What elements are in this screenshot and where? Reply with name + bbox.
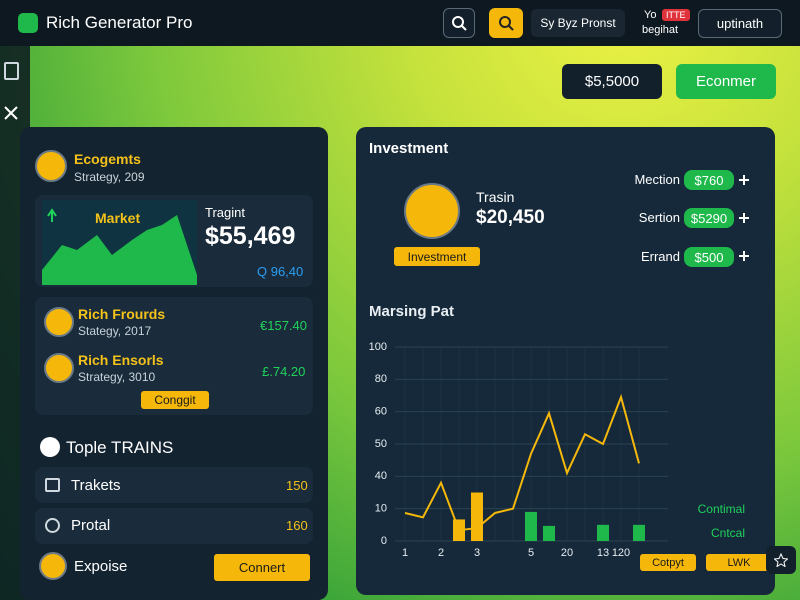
search-button[interactable] — [443, 8, 475, 38]
item-subtitle: Stategy, 2017 — [78, 324, 152, 338]
inv-row-value[interactable]: $5290 — [684, 208, 734, 228]
inv-row-value[interactable]: $760 — [684, 170, 734, 190]
header: Rich Generator Pro Sy Byz Pronst Yo ITTE… — [0, 0, 800, 46]
avatar — [39, 552, 67, 580]
chart: Marsing Pat 0 10 40 50 60 80 100 1 2 3 5 20 13 120 Con… — [369, 303, 745, 559]
trains-row[interactable] — [35, 508, 313, 544]
market-value: $55,469 — [205, 222, 296, 250]
inv-row-label: Mection — [634, 172, 680, 187]
item-value: £.74.20 — [262, 364, 306, 379]
up-arrow — [47, 208, 57, 222]
x-tick-label: 20 — [561, 547, 573, 559]
badge-top: Yo — [644, 9, 657, 21]
legend-label: Contimal — [698, 502, 745, 516]
y-tick-label: 80 — [375, 373, 387, 385]
item-name: Rich Ensorls — [78, 352, 164, 368]
row-label: Trakets — [71, 477, 121, 494]
inv-row-label: Errand — [640, 249, 680, 264]
add-button[interactable]: Econmer — [676, 64, 776, 99]
star-button[interactable] — [766, 546, 796, 574]
investment-caption: Trasin — [476, 189, 515, 205]
plus[interactable] — [739, 175, 749, 261]
badge: ITTE — [662, 9, 690, 21]
investment-button[interactable]: Investment — [394, 247, 480, 266]
avatar — [404, 183, 460, 239]
bar — [525, 511, 537, 541]
legend-label: Cntcal — [711, 526, 745, 540]
badge-bottom: begihat — [642, 24, 679, 36]
bar — [633, 524, 645, 541]
plus-icons[interactable] — [736, 170, 752, 270]
y-tick-label: 10 — [375, 503, 387, 515]
list-button[interactable]: Conggit — [141, 391, 209, 409]
x-tick-label: 3 — [474, 547, 480, 559]
market-sparkline — [42, 200, 197, 285]
item-value: €157.40 — [260, 318, 307, 333]
footer-label: Expoise — [74, 558, 128, 575]
investment-title: Investment — [369, 140, 449, 157]
avatar — [44, 307, 74, 337]
menu-button[interactable]: Sy Byz Pronst — [531, 9, 625, 37]
row-value: 160 — [286, 518, 308, 533]
copy-icon[interactable] — [4, 62, 19, 80]
search-icon — [499, 16, 514, 31]
profile-subtitle: Strategy, 209 — [74, 170, 145, 184]
chart-button[interactable]: LWK — [706, 554, 772, 571]
y-tick-label: 100 — [369, 341, 387, 353]
avatar — [44, 353, 74, 383]
app-title: Rich Generator Pro — [46, 13, 193, 32]
bar — [471, 492, 483, 541]
header-button[interactable]: uptinath — [698, 9, 782, 38]
line — [404, 393, 640, 532]
x-tick-label: 2 — [438, 547, 444, 559]
inv-row-label: Sertion — [638, 210, 680, 225]
y-tick-label: 50 — [375, 438, 387, 450]
row-icon — [45, 478, 60, 492]
balance-button[interactable]: $5,5000 — [562, 64, 662, 99]
trains-icon — [40, 437, 60, 457]
bar — [543, 525, 555, 541]
market-caption: Tragint — [205, 205, 245, 220]
investment-value: $20,450 — [476, 207, 545, 228]
trains-row[interactable] — [35, 467, 313, 503]
star-icon — [774, 553, 788, 567]
y-tick-label: 0 — [381, 535, 387, 547]
market-change: Q 96,40 — [257, 264, 304, 279]
x-tick-label: 1 — [402, 547, 408, 559]
avatar — [35, 150, 67, 182]
footer-button[interactable]: Connert — [214, 554, 310, 581]
search-button[interactable] — [489, 8, 523, 38]
x-tick-label: 120 — [612, 547, 630, 559]
close-icon[interactable] — [4, 106, 18, 120]
item-subtitle: Strategy, 3010 — [78, 370, 156, 384]
row-label: Protal — [71, 517, 111, 534]
row-icon — [45, 518, 60, 533]
profile-name: Ecogemts — [74, 151, 141, 167]
sparkline-area — [42, 215, 197, 285]
item-name: Rich Frourds — [78, 306, 166, 322]
inv-row-value[interactable]: $500 — [684, 247, 734, 267]
x-tick-label: 13 — [597, 547, 609, 559]
chart-button[interactable]: Cotpyt — [640, 554, 696, 571]
chart-title: Marsing Pat — [369, 303, 454, 320]
market-label: Market — [95, 210, 141, 226]
logo — [18, 13, 38, 33]
y-tick-label: 40 — [375, 470, 387, 482]
y-tick-label: 60 — [375, 406, 387, 418]
bar — [597, 524, 609, 541]
search-icon — [452, 16, 467, 31]
row-value: 150 — [286, 478, 308, 493]
x-tick-label: 5 — [528, 547, 534, 559]
trains-title: Tople TRAINS — [66, 438, 174, 457]
